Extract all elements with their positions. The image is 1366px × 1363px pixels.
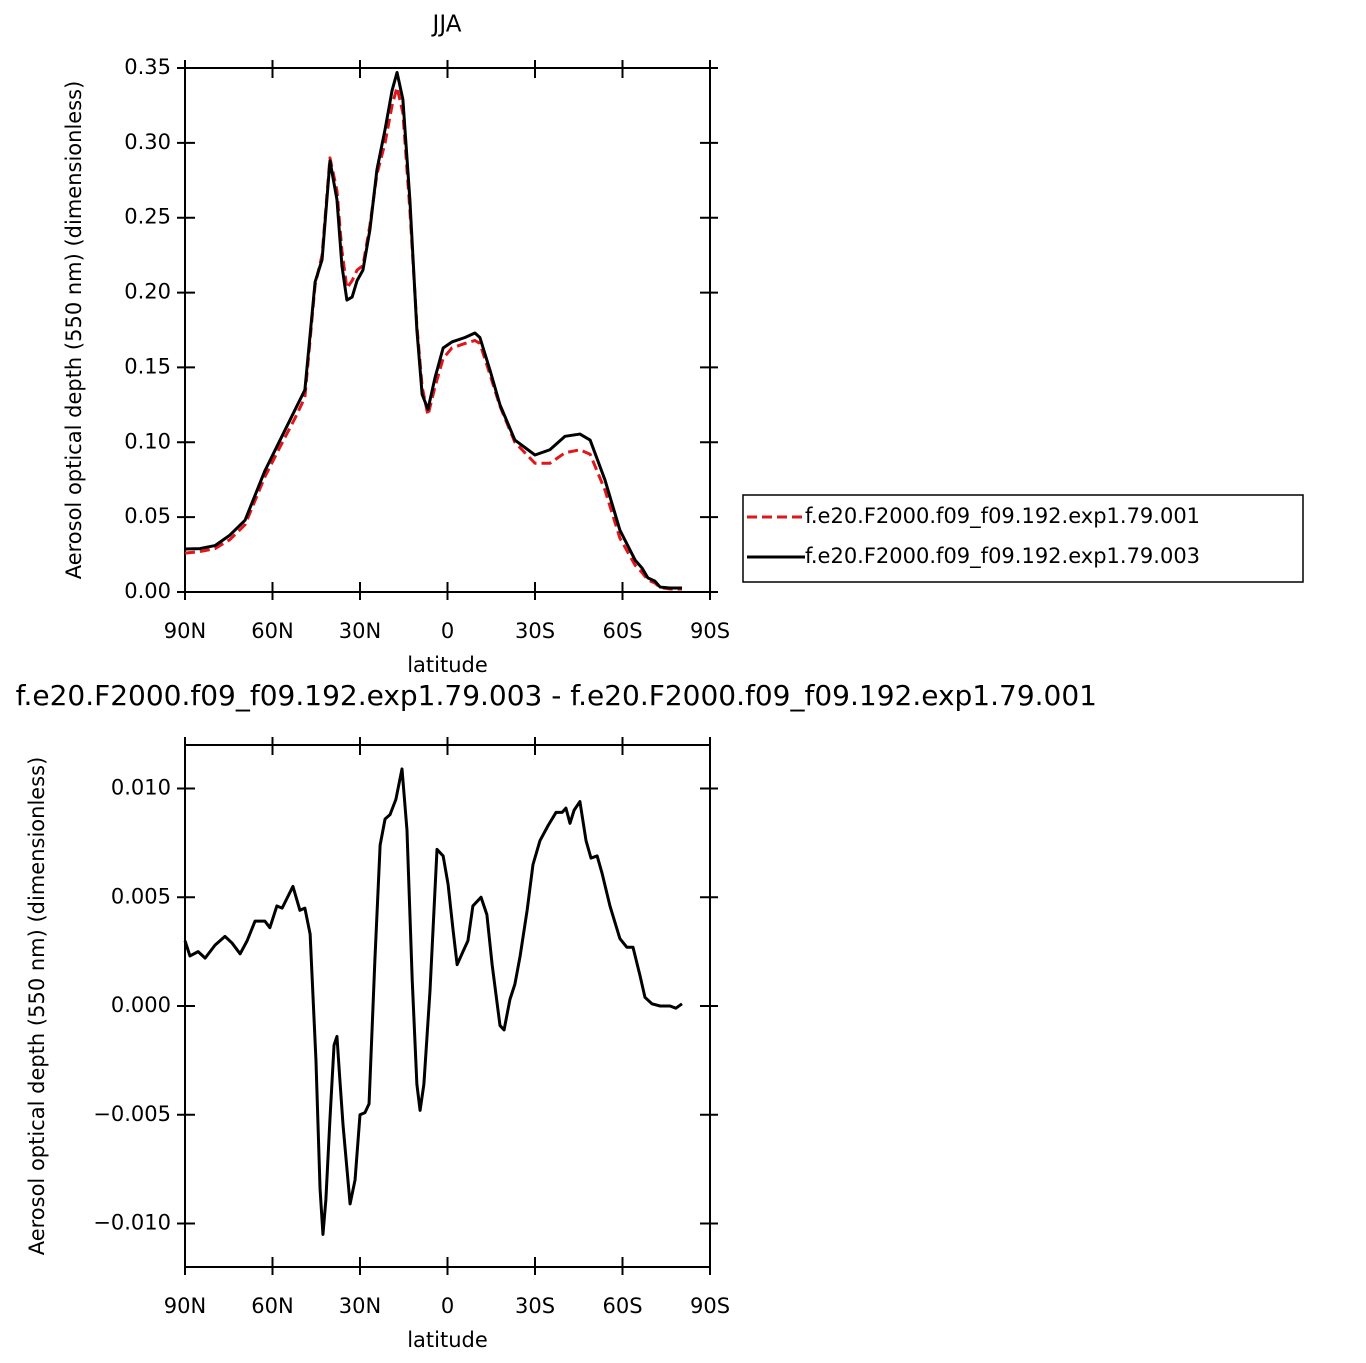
x-tick-label: 90S xyxy=(690,619,730,643)
x-tick-label: 90N xyxy=(164,619,206,643)
y-axis-label: Aerosol optical depth (550 nm) (dimensio… xyxy=(62,81,86,580)
x-tick-label: 30S xyxy=(515,619,555,643)
y-tick-label: 0.20 xyxy=(124,280,171,304)
y-tick-label: 0.35 xyxy=(124,55,171,79)
y-tick-label: 0.25 xyxy=(124,205,171,229)
x-tick-label: 30N xyxy=(339,619,381,643)
y-tick-label: −0.005 xyxy=(93,1102,171,1126)
y-tick-label: 0.00 xyxy=(124,579,171,603)
x-axis-label: latitude xyxy=(407,653,488,677)
legend-label: f.e20.F2000.f09_f09.192.exp1.79.003 xyxy=(805,544,1200,569)
legend-label: f.e20.F2000.f09_f09.192.exp1.79.001 xyxy=(805,504,1200,529)
y-tick-label: 0.30 xyxy=(124,130,171,154)
x-tick-label: 0 xyxy=(441,1294,454,1318)
y-tick-label: −0.010 xyxy=(93,1211,171,1235)
plot-frame xyxy=(184,67,711,593)
y-tick-label: 0.05 xyxy=(124,504,171,528)
data-line xyxy=(184,70,682,590)
chart-title: f.e20.F2000.f09_f09.192.exp1.79.003 - f.… xyxy=(16,679,1097,712)
y-axis-label: Aerosol optical depth (550 nm) (dimensio… xyxy=(25,757,49,1256)
x-tick-label: 60N xyxy=(251,1294,293,1318)
y-tick-label: 0.005 xyxy=(111,884,171,908)
legend-box xyxy=(742,494,1304,583)
y-tick-label: 0.010 xyxy=(111,776,171,800)
y-tick-label: 0.000 xyxy=(111,993,171,1017)
x-tick-label: 90S xyxy=(690,1294,730,1318)
plot-frame xyxy=(184,744,711,1268)
data-line xyxy=(183,767,683,1236)
x-tick-label: 90N xyxy=(164,1294,206,1318)
data-line xyxy=(184,85,682,591)
x-tick-label: 60N xyxy=(251,619,293,643)
y-tick-label: 0.10 xyxy=(124,429,171,453)
chart-title: JJA xyxy=(431,12,462,38)
x-tick-label: 30S xyxy=(515,1294,555,1318)
x-tick-label: 60S xyxy=(602,619,642,643)
y-tick-label: 0.15 xyxy=(124,354,171,378)
x-tick-label: 30N xyxy=(339,1294,381,1318)
x-tick-label: 0 xyxy=(441,619,454,643)
x-tick-label: 60S xyxy=(602,1294,642,1318)
x-axis-label: latitude xyxy=(407,1328,488,1352)
